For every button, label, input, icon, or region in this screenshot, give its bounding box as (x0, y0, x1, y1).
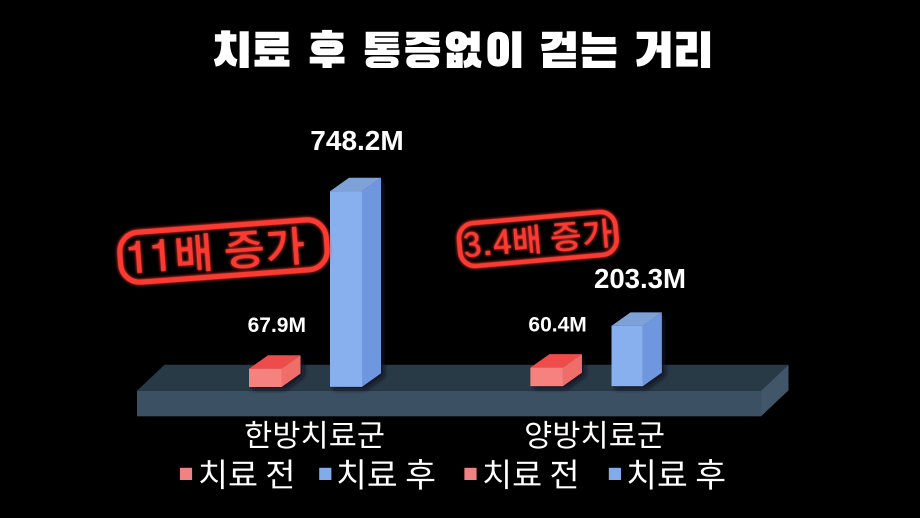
svg-text:67.9M: 67.9M (248, 314, 306, 337)
svg-text:748.2M: 748.2M (310, 125, 403, 156)
svg-text:60.4M: 60.4M (528, 314, 586, 337)
svg-text:203.3M: 203.3M (594, 263, 686, 294)
